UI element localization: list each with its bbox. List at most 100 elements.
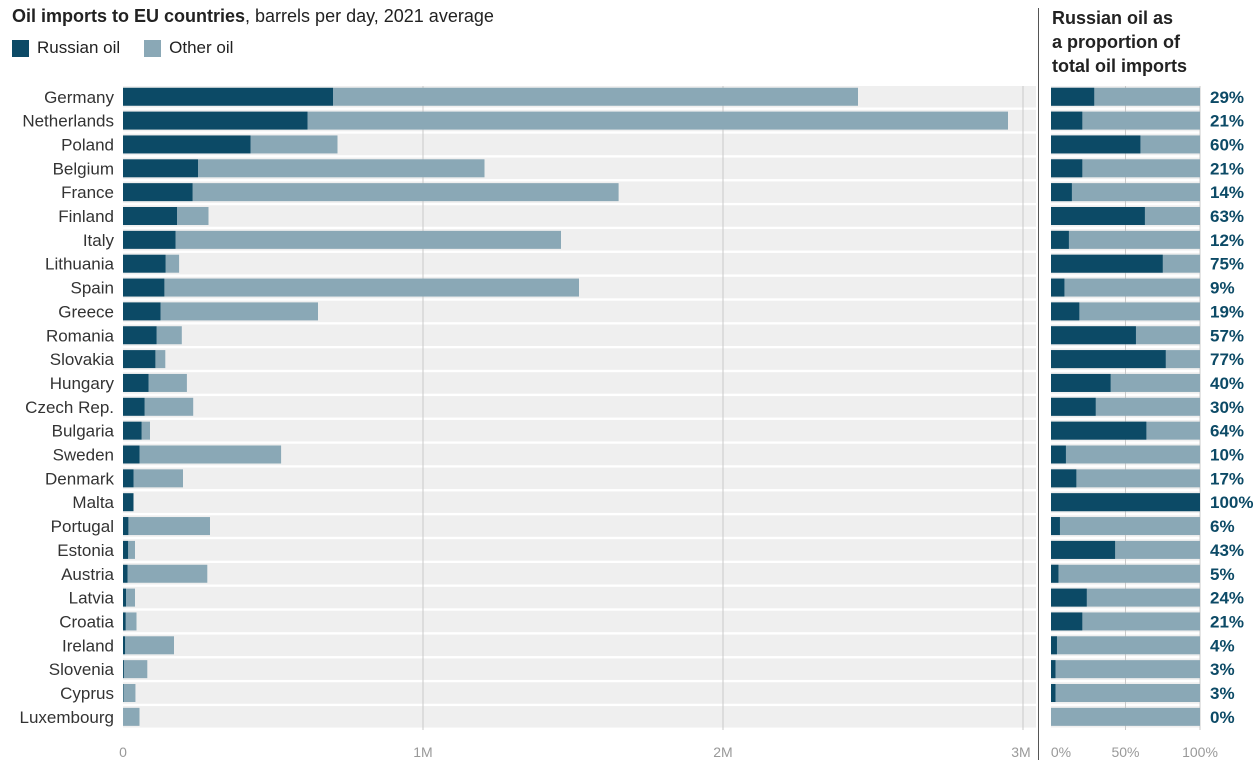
bar-other-germany <box>333 87 858 106</box>
bar-russian-latvia <box>123 588 126 607</box>
proportion-bar-russian-portugal <box>1051 517 1060 536</box>
proportion-bar-russian-slovenia <box>1051 660 1056 679</box>
row-background <box>123 610 1036 633</box>
bar-russian-denmark <box>123 469 134 488</box>
country-label-bulgaria: Bulgaria <box>52 422 115 441</box>
country-label-italy: Italy <box>83 231 115 250</box>
proportion-label-portugal: 6% <box>1210 517 1235 536</box>
proportion-label-austria: 5% <box>1210 565 1235 584</box>
row-background <box>123 443 1036 466</box>
bar-russian-poland <box>123 135 251 154</box>
bar-other-slovakia <box>155 350 166 369</box>
country-label-czech-rep: Czech Rep. <box>25 398 114 417</box>
country-label-croatia: Croatia <box>59 612 114 631</box>
proportion-bar-russian-finland <box>1051 207 1145 225</box>
proportion-bar-russian-italy <box>1051 230 1069 249</box>
x-tick-label: 1M <box>413 744 432 760</box>
bar-other-romania <box>156 326 182 345</box>
legend-label-russian: Russian oil <box>37 38 121 57</box>
country-label-finland: Finland <box>58 207 114 226</box>
country-label-romania: Romania <box>46 326 115 345</box>
proportion-bar-russian-denmark <box>1051 469 1077 488</box>
proportion-label-netherlands: 21% <box>1210 112 1244 131</box>
proportion-bar-russian-slovakia <box>1051 350 1166 369</box>
x-tick-label: 2M <box>713 744 732 760</box>
bar-other-hungary <box>148 373 187 392</box>
country-label-belgium: Belgium <box>53 159 114 178</box>
proportion-bar-other-cyprus <box>1051 684 1200 702</box>
legend-item-russian: Russian oil <box>12 38 120 58</box>
proportion-bar-russian-estonia <box>1051 540 1116 559</box>
bar-russian-spain <box>123 278 165 297</box>
proportion-label-bulgaria: 64% <box>1210 422 1244 441</box>
country-label-germany: Germany <box>44 88 114 107</box>
legend: Russian oil Other oil <box>12 38 257 58</box>
row-background <box>123 467 1036 490</box>
row-background <box>123 491 1036 513</box>
row-background <box>123 658 1036 680</box>
country-label-austria: Austria <box>61 565 114 584</box>
proportion-chart-title: Russian oil as a proportion of total oil… <box>1052 6 1252 78</box>
bar-russian-netherlands <box>123 111 308 130</box>
proportion-label-malta: 100% <box>1210 493 1253 512</box>
proportion-bar-other-portugal <box>1051 517 1200 536</box>
bar-russian-slovakia <box>123 350 156 369</box>
proportion-bar-russian-czech-rep <box>1051 397 1096 416</box>
country-label-spain: Spain <box>71 279 114 298</box>
row-background <box>123 396 1036 418</box>
bar-other-luxembourg <box>123 707 140 726</box>
legend-label-other: Other oil <box>169 38 234 57</box>
country-label-ireland: Ireland <box>62 636 114 655</box>
proportion-label-poland: 60% <box>1210 135 1244 154</box>
bar-russian-malta <box>123 493 134 512</box>
country-label-luxembourg: Luxembourg <box>19 708 114 727</box>
bar-other-slovenia <box>123 660 148 679</box>
country-label-netherlands: Netherlands <box>22 112 114 131</box>
bar-other-poland <box>250 135 338 154</box>
bar-russian-slovenia <box>123 660 124 679</box>
bar-russian-finland <box>123 207 177 225</box>
bar-other-estonia <box>128 540 135 559</box>
proportion-label-greece: 19% <box>1210 302 1244 321</box>
row-background <box>123 133 1036 156</box>
row-background <box>123 706 1036 728</box>
proportion-bar-other-ireland <box>1051 636 1200 655</box>
country-label-cyprus: Cyprus <box>60 684 114 703</box>
row-background <box>123 586 1036 609</box>
proportion-label-slovenia: 3% <box>1210 660 1235 679</box>
proportion-bar-russian-hungary <box>1051 373 1111 392</box>
proportion-tick-label: 50% <box>1111 744 1139 760</box>
bar-russian-germany <box>123 87 333 106</box>
row-background <box>123 563 1036 585</box>
row-background <box>123 205 1036 227</box>
bar-other-france <box>192 183 619 202</box>
proportion-label-croatia: 21% <box>1210 612 1244 631</box>
proportion-bar-other-sweden <box>1051 445 1200 464</box>
proportion-bar-other-denmark <box>1051 469 1200 488</box>
proportion-label-estonia: 43% <box>1210 541 1244 560</box>
bar-russian-estonia <box>123 540 129 559</box>
proportion-label-france: 14% <box>1210 183 1244 202</box>
bar-russian-czech-rep <box>123 397 145 416</box>
proportion-label-latvia: 24% <box>1210 589 1244 608</box>
country-label-latvia: Latvia <box>69 589 115 608</box>
proportion-label-czech-rep: 30% <box>1210 398 1244 417</box>
bar-russian-portugal <box>123 517 129 536</box>
row-background <box>123 682 1036 704</box>
proportion-bar-other-belgium <box>1051 159 1200 178</box>
proportion-bar-russian-croatia <box>1051 612 1083 631</box>
proportion-label-italy: 12% <box>1210 231 1244 250</box>
chart-title-main: Oil imports to EU countries <box>12 6 246 26</box>
x-tick-label: 3M <box>1011 744 1030 760</box>
proportion-bar-other-croatia <box>1051 612 1200 631</box>
bar-russian-sweden <box>123 445 140 464</box>
bar-other-austria <box>127 564 208 583</box>
proportion-bar-russian-latvia <box>1051 588 1087 607</box>
proportion-bar-other-luxembourg <box>1051 707 1200 726</box>
proportion-bar-other-netherlands <box>1051 111 1200 130</box>
proportion-bar-russian-bulgaria <box>1051 421 1147 440</box>
row-background <box>123 539 1036 561</box>
country-label-lithuania: Lithuania <box>45 255 115 274</box>
x-tick-label: 0 <box>119 744 127 760</box>
